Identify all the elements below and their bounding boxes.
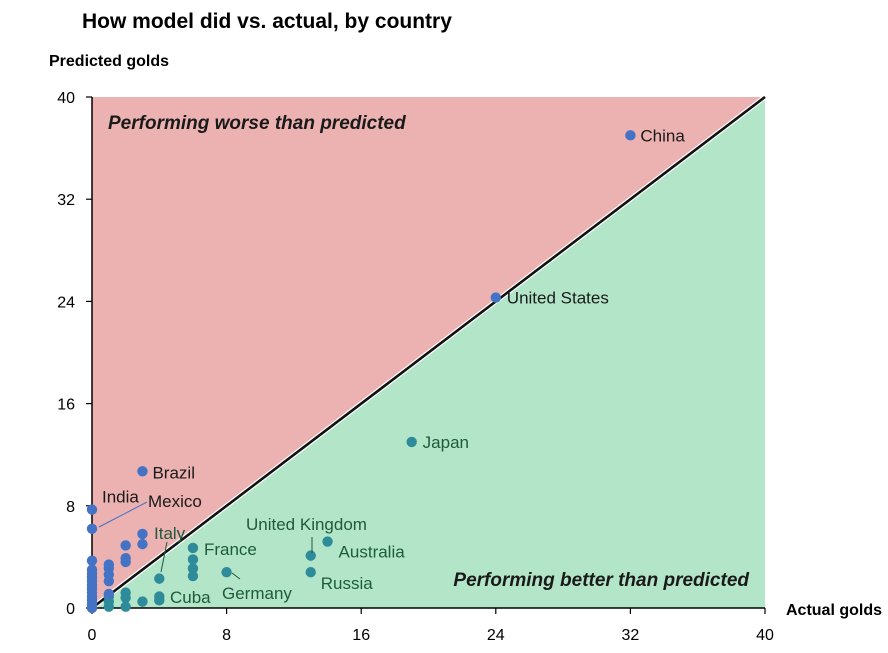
data-point-labeled <box>154 591 165 602</box>
regions-layer: Performing worse than predicted Performin… <box>90 95 767 610</box>
leader-line <box>98 501 148 528</box>
x-tick-label: 16 <box>352 627 370 644</box>
data-point <box>120 601 131 612</box>
point-label: Russia <box>321 574 374 593</box>
data-point-labeled <box>406 436 417 448</box>
data-point <box>137 528 148 540</box>
y-tick-label: 40 <box>57 90 75 107</box>
point-label: United Kingdom <box>246 515 367 534</box>
data-point <box>120 587 131 598</box>
x-axis-title: Actual golds <box>786 602 882 619</box>
x-tick-label: 24 <box>487 627 505 644</box>
x-tick-label: 40 <box>756 627 774 644</box>
data-point <box>120 552 131 564</box>
data-point <box>120 540 131 551</box>
y-tick-label: 16 <box>57 397 75 414</box>
data-point-labeled <box>625 130 636 141</box>
labels-layer: China United States Japan Brazil India Mexico… <box>98 126 685 607</box>
data-point <box>103 588 115 600</box>
point-label: France <box>204 540 257 559</box>
data-point-labeled <box>187 542 199 554</box>
data-point-labeled <box>490 292 501 303</box>
data-point-labeled <box>305 550 316 561</box>
data-point <box>86 555 98 566</box>
points-layer <box>86 130 636 614</box>
point-label: United States <box>507 289 609 308</box>
point-label: Cuba <box>170 588 211 607</box>
point-label: Brazil <box>152 463 195 482</box>
data-point-labeled <box>86 504 98 515</box>
diagonal-line <box>91 95 766 610</box>
x-tick-label: 8 <box>222 627 231 644</box>
region-label-worse: Performing worse than predicted <box>108 113 406 134</box>
data-point <box>137 538 148 550</box>
leader-line <box>160 541 168 573</box>
leader-line <box>231 572 241 580</box>
point-label: Australia <box>339 543 406 562</box>
data-point <box>137 596 148 607</box>
point-label: Japan <box>423 433 469 452</box>
point-label: Germany <box>222 584 292 603</box>
x-tick-label: 0 <box>88 627 97 644</box>
data-point-labeled <box>137 466 148 477</box>
point-label: India <box>102 488 139 507</box>
data-point <box>86 564 98 575</box>
data-point <box>187 563 199 574</box>
data-point-labeled <box>86 523 98 534</box>
data-point-labeled <box>322 536 333 547</box>
y-tick-label: 24 <box>57 294 75 311</box>
y-tick-label: 8 <box>66 499 75 516</box>
y-axis-title: Predicted golds <box>49 53 169 70</box>
data-point <box>103 559 115 570</box>
data-point <box>187 554 199 565</box>
x-tick-label: 32 <box>622 627 640 644</box>
chart-title: How model did vs. actual, by country <box>82 10 452 33</box>
axes-layer: 0 8 16 24 32 40 0 8 16 24 32 40 Predicted golds Actua… <box>49 53 882 644</box>
region-label-better: Performing better than predicted <box>453 570 749 591</box>
point-label: Italy <box>154 524 186 543</box>
y-tick-label: 0 <box>66 601 75 618</box>
y-tick-label: 32 <box>57 192 75 209</box>
data-point <box>187 570 199 582</box>
data-point-labeled <box>221 567 232 578</box>
point-label: Mexico <box>148 492 202 511</box>
data-point-labeled <box>305 567 316 578</box>
data-point-labeled <box>154 573 165 584</box>
point-label: China <box>640 126 685 145</box>
